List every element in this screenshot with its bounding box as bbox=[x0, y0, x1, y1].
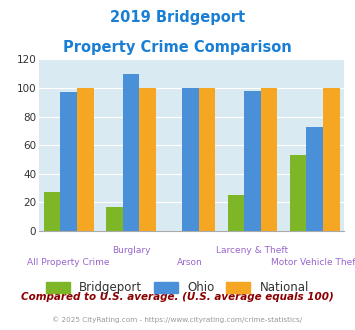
Bar bbox=[290, 155, 306, 231]
Text: Arson: Arson bbox=[178, 258, 203, 267]
Bar bbox=[77, 88, 94, 231]
Bar bbox=[306, 127, 323, 231]
Text: Property Crime Comparison: Property Crime Comparison bbox=[63, 40, 292, 54]
Text: 2019 Bridgeport: 2019 Bridgeport bbox=[110, 10, 245, 25]
Bar bbox=[60, 92, 77, 231]
Bar bbox=[182, 88, 198, 231]
Bar bbox=[139, 88, 156, 231]
Bar bbox=[323, 88, 340, 231]
Text: © 2025 CityRating.com - https://www.cityrating.com/crime-statistics/: © 2025 CityRating.com - https://www.city… bbox=[53, 317, 302, 323]
Text: All Property Crime: All Property Crime bbox=[27, 258, 110, 267]
Text: Burglary: Burglary bbox=[112, 246, 150, 255]
Bar bbox=[198, 88, 215, 231]
Text: Compared to U.S. average. (U.S. average equals 100): Compared to U.S. average. (U.S. average … bbox=[21, 292, 334, 302]
Bar bbox=[228, 195, 244, 231]
Text: Larceny & Theft: Larceny & Theft bbox=[217, 246, 289, 255]
Text: Motor Vehicle Theft: Motor Vehicle Theft bbox=[271, 258, 355, 267]
Bar bbox=[106, 207, 122, 231]
Legend: Bridgeport, Ohio, National: Bridgeport, Ohio, National bbox=[46, 281, 309, 294]
Bar bbox=[44, 192, 60, 231]
Bar bbox=[244, 91, 261, 231]
Bar bbox=[122, 74, 139, 231]
Bar bbox=[261, 88, 277, 231]
